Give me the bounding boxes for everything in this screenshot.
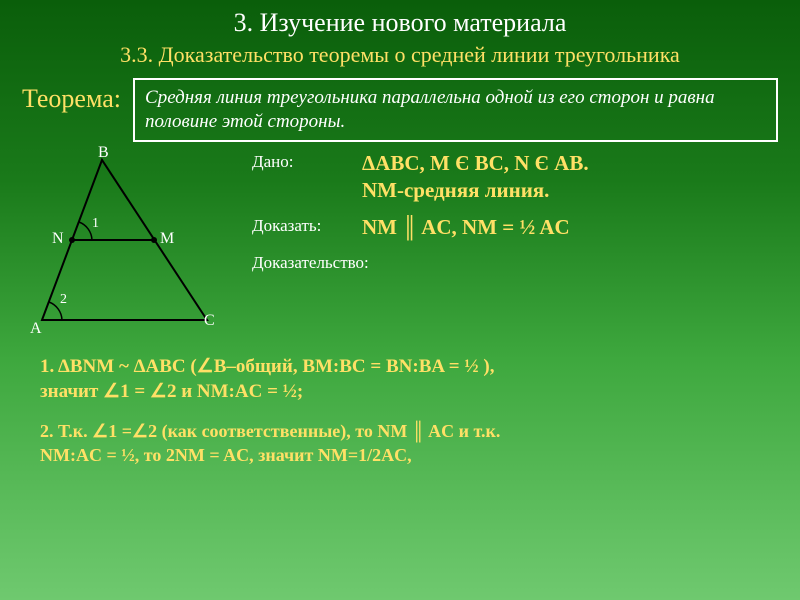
vertex-a-label: A [30, 320, 42, 338]
proof-content: Дано: ΔABC, M Є BC, N Є AB.NM-средняя ли… [252, 150, 778, 350]
section-subtitle: 3.3. Доказательство теоремы о средней ли… [0, 42, 800, 68]
vertex-c-label: C [204, 312, 215, 330]
given-label: Дано: [252, 150, 362, 205]
proof-step-2: 2. Т.к. ∠1 =∠2 (как соответственные), то… [40, 419, 770, 468]
proof-label: Доказательство: [252, 251, 362, 273]
point-m-label: M [160, 230, 174, 248]
point-n-label: N [52, 230, 64, 248]
theorem-statement: Средняя линия треугольника параллельна о… [133, 78, 778, 142]
triangle-diagram: B A C N M 1 2 [22, 150, 232, 350]
proof-steps: 1. ΔBNM ~ ΔABC (∠B–общий, BM:BC = BN:BA … [40, 354, 770, 468]
prove-label: Доказать: [252, 214, 362, 241]
section-title: 3. Изучение нового материала [0, 0, 800, 38]
theorem-row: Теорема: Средняя линия треугольника пара… [22, 78, 778, 142]
vertex-b-label: B [98, 144, 109, 162]
prove-text: NM ║ AC, NM = ½ AC [362, 214, 778, 241]
given-text: ΔABC, M Є BC, N Є AB.NM-средняя линия. [362, 150, 778, 205]
angle-2-label: 2 [60, 292, 67, 308]
angle-1-label: 1 [92, 216, 99, 232]
theorem-label: Теорема: [22, 78, 121, 114]
proof-step-1: 1. ΔBNM ~ ΔABC (∠B–общий, BM:BC = BN:BA … [40, 354, 770, 405]
